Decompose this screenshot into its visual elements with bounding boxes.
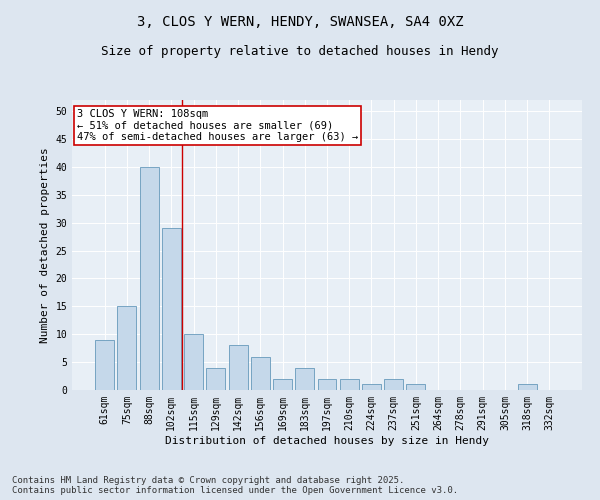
- Bar: [273, 379, 292, 390]
- Text: Size of property relative to detached houses in Hendy: Size of property relative to detached ho…: [101, 45, 499, 58]
- X-axis label: Distribution of detached houses by size in Hendy: Distribution of detached houses by size …: [165, 436, 489, 446]
- Bar: [406, 384, 425, 390]
- Bar: [95, 340, 114, 390]
- Bar: [295, 368, 314, 390]
- Text: Contains HM Land Registry data © Crown copyright and database right 2025.
Contai: Contains HM Land Registry data © Crown c…: [12, 476, 458, 495]
- Bar: [118, 306, 136, 390]
- Bar: [340, 379, 359, 390]
- Bar: [229, 346, 248, 390]
- Text: 3 CLOS Y WERN: 108sqm
← 51% of detached houses are smaller (69)
47% of semi-deta: 3 CLOS Y WERN: 108sqm ← 51% of detached …: [77, 108, 358, 142]
- Y-axis label: Number of detached properties: Number of detached properties: [40, 147, 50, 343]
- Bar: [162, 228, 181, 390]
- Bar: [206, 368, 225, 390]
- Bar: [251, 356, 270, 390]
- Bar: [140, 167, 158, 390]
- Text: 3, CLOS Y WERN, HENDY, SWANSEA, SA4 0XZ: 3, CLOS Y WERN, HENDY, SWANSEA, SA4 0XZ: [137, 15, 463, 29]
- Bar: [362, 384, 381, 390]
- Bar: [518, 384, 536, 390]
- Bar: [384, 379, 403, 390]
- Bar: [317, 379, 337, 390]
- Bar: [184, 334, 203, 390]
